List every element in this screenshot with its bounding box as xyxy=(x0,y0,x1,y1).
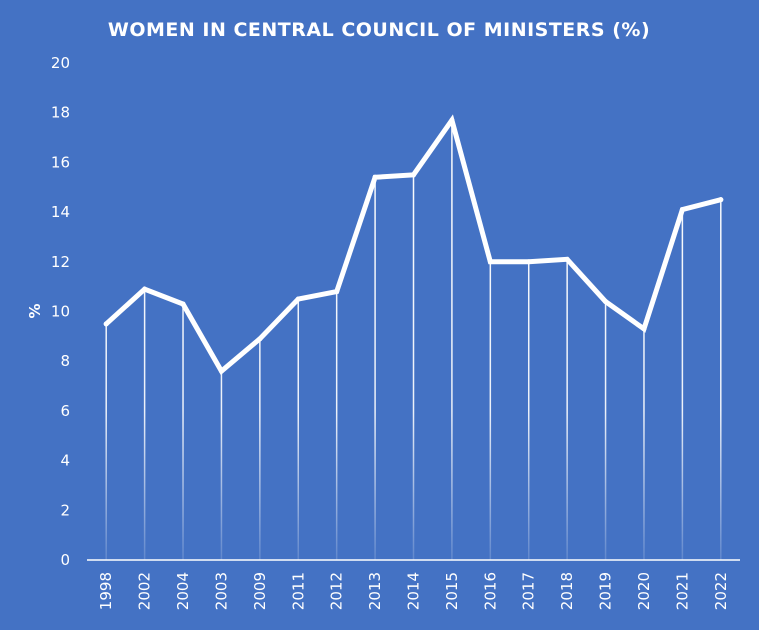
x-tick-label: 2015 xyxy=(443,572,461,610)
x-tick-label: 2002 xyxy=(136,572,154,610)
data-point xyxy=(180,301,186,307)
x-tick-label: 2017 xyxy=(520,572,538,610)
data-point xyxy=(641,326,647,332)
x-tick-label: 2013 xyxy=(366,572,384,610)
data-point xyxy=(372,174,378,180)
data-point xyxy=(603,299,609,305)
x-tick-label: 2016 xyxy=(481,572,499,610)
data-point xyxy=(218,368,224,374)
data-point xyxy=(564,256,570,262)
x-axis-ticks: 1998 2002 2004 2003 2009 2011 2012 2013 2014 2015… xyxy=(97,572,730,610)
y-tick-label: 10 xyxy=(51,303,70,321)
x-tick-label: 2018 xyxy=(558,572,576,610)
x-tick-label: 2003 xyxy=(212,572,230,610)
x-tick-label: 2019 xyxy=(597,572,615,610)
data-point xyxy=(679,207,685,213)
x-tick-label: 2020 xyxy=(635,572,653,610)
y-axis-label: % xyxy=(26,303,44,318)
data-point xyxy=(103,321,109,327)
y-tick-label: 14 xyxy=(51,203,70,221)
data-point xyxy=(257,336,263,342)
data-point xyxy=(449,117,455,123)
y-tick-label: 16 xyxy=(51,153,70,171)
y-tick-label: 4 xyxy=(60,452,70,470)
data-point xyxy=(142,286,148,292)
x-tick-label: 2009 xyxy=(251,572,269,610)
x-tick-label: 2011 xyxy=(289,572,307,610)
data-point xyxy=(487,259,493,265)
series-line-group xyxy=(103,114,724,375)
y-tick-label: 20 xyxy=(51,54,70,72)
x-tick-label: 2012 xyxy=(328,572,346,610)
y-tick-label: 8 xyxy=(60,352,70,370)
y-axis-ticks: 0 2 4 6 8 10 12 14 16 18 20 xyxy=(51,54,70,569)
data-point xyxy=(295,296,301,302)
x-tick-label: 2021 xyxy=(673,572,691,610)
y-tick-label: 18 xyxy=(51,104,70,122)
x-tick-label: 2004 xyxy=(174,572,192,610)
x-tick-label: 2022 xyxy=(712,572,730,610)
chart-title: WOMEN IN CENTRAL COUNCIL OF MINISTERS (%… xyxy=(108,19,650,41)
y-tick-label: 6 xyxy=(60,402,70,420)
drop-lines xyxy=(105,120,722,560)
data-point xyxy=(718,197,724,203)
data-point xyxy=(411,172,416,178)
y-tick-label: 2 xyxy=(60,501,70,519)
y-tick-label: 12 xyxy=(51,253,70,271)
y-tick-label: 0 xyxy=(60,551,70,569)
x-tick-label: 1998 xyxy=(97,572,115,610)
data-point xyxy=(334,289,340,295)
x-tick-label: 2014 xyxy=(405,572,423,610)
data-point xyxy=(526,259,532,265)
